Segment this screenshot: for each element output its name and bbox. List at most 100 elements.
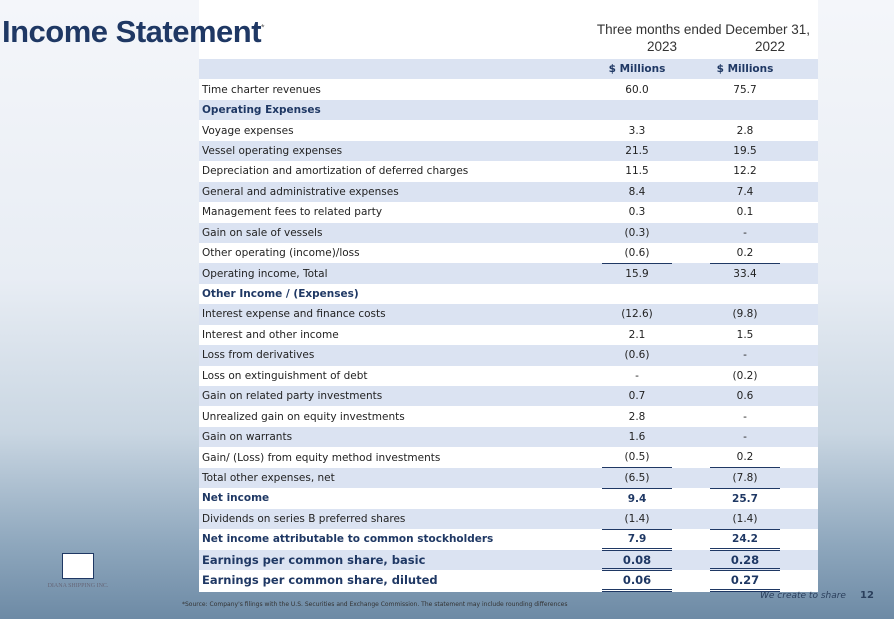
- row-label: Dividends on series B preferred shares: [202, 512, 406, 525]
- value-2023: 21.5: [625, 144, 649, 157]
- value-2022: 7.4: [736, 185, 754, 198]
- row-label: Vessel operating expenses: [202, 144, 343, 157]
- table-row: Net income attributable to common stockh…: [199, 529, 818, 552]
- value-2023: [602, 100, 672, 120]
- value-2023: (1.4): [602, 508, 672, 530]
- value-2022: 33.4: [733, 267, 757, 280]
- value-2022: 2.8: [736, 124, 754, 137]
- table-row: Loss from derivatives (0.6) -: [199, 345, 818, 366]
- table-row: Operating Expenses: [199, 99, 818, 121]
- value-2022: -: [743, 410, 747, 423]
- table-row: Voyage expenses 3.3 2.8: [199, 120, 818, 140]
- value-2022: [710, 100, 780, 120]
- value-2022: 75.7: [733, 83, 757, 96]
- table-row: Net income 9.4 25.7: [199, 488, 818, 508]
- row-label: Management fees to related party: [202, 206, 383, 219]
- row-label: Gain/ (Loss) from equity method investme…: [202, 451, 441, 464]
- table-row: Unrealized gain on equity investments 2.8…: [199, 406, 818, 426]
- table-row: Earnings per common share, diluted 0.06 0.…: [199, 569, 818, 592]
- row-label: Net income attributable to common stockh…: [202, 533, 494, 546]
- row-label: Other Income / (Expenses): [202, 288, 359, 301]
- value-2022: 12.2: [733, 165, 757, 178]
- flag-icon: [62, 553, 94, 579]
- table-row: Gain/ (Loss) from equity method investme…: [199, 447, 818, 469]
- row-label: Interest expense and finance costs: [202, 308, 386, 321]
- table-row: Other operating (income)/loss (0.6) 0.2: [199, 242, 818, 264]
- table-row: Earnings per common share, basic 0.08 0.28: [199, 549, 818, 572]
- value-2022: -: [743, 349, 747, 362]
- row-label: Total other expenses, net: [202, 471, 335, 484]
- table-row: Gain on warrants 1.6 -: [199, 426, 818, 448]
- value-2023: 0.06: [602, 569, 672, 592]
- value-2022: 0.27: [710, 569, 780, 592]
- value-2023: (12.6): [621, 308, 653, 321]
- value-2023: (6.5): [602, 467, 672, 489]
- table-row: Interest and other income 2.1 1.5: [199, 325, 818, 345]
- table-row: Depreciation and amortization of deferre…: [199, 161, 818, 181]
- row-label: Gain on related party investments: [202, 390, 383, 403]
- units-row: $ Millions $ Millions: [199, 59, 818, 80]
- row-label: Unrealized gain on equity investments: [202, 410, 405, 423]
- row-label: Gain on sale of vessels: [202, 226, 323, 239]
- table-row: Loss on extinguishment of debt - (0.2): [199, 366, 818, 386]
- value-2023: 7.9: [602, 529, 672, 552]
- value-2023: 0.3: [628, 206, 646, 219]
- value-2023: [602, 284, 672, 304]
- value-2023: (0.5): [602, 447, 672, 469]
- value-2022: -: [743, 431, 747, 444]
- row-label: Net income: [202, 492, 270, 505]
- value-2022: 0.6: [736, 390, 754, 403]
- row-label: Depreciation and amortization of deferre…: [202, 165, 469, 178]
- value-2022: 0.1: [736, 206, 754, 219]
- table-row: Time charter revenues 60.0 75.7: [199, 79, 818, 99]
- value-2023: 2.8: [628, 410, 646, 423]
- table-row: Dividends on series B preferred shares (1…: [199, 508, 818, 530]
- value-2023: 1.6: [628, 431, 646, 444]
- table-row: Gain on related party investments 0.7 0.6: [199, 386, 818, 407]
- value-2022: -: [743, 226, 747, 239]
- value-2022: 25.7: [732, 492, 758, 505]
- company-logo: DIANA SHIPPING INC.: [38, 553, 118, 589]
- page-title: Income Statement*: [2, 14, 265, 49]
- value-2023: (0.3): [624, 226, 650, 239]
- value-2022: (9.8): [732, 308, 758, 321]
- slogan: We create to share: [760, 591, 846, 601]
- value-2023: 3.3: [628, 124, 646, 137]
- table-row: Other Income / (Expenses): [199, 284, 818, 304]
- row-label: Loss from derivatives: [202, 349, 315, 362]
- table-row: Total other expenses, net (6.5) (7.8): [199, 467, 818, 489]
- value-2022: 0.2: [710, 447, 780, 469]
- row-label: Time charter revenues: [202, 83, 321, 96]
- value-2022: 19.5: [733, 144, 757, 157]
- value-2023: 0.08: [602, 549, 672, 572]
- year-2023: 2023: [646, 39, 678, 54]
- income-statement-table: $ Millions $ Millions Time charter revenu…: [199, 59, 818, 592]
- value-2022: (1.4): [710, 508, 780, 530]
- value-2022: (0.2): [732, 369, 758, 382]
- row-label: Interest and other income: [202, 328, 339, 341]
- content-panel: [199, 0, 818, 592]
- value-2023: 11.5: [625, 165, 649, 178]
- table-row: Vessel operating expenses 21.5 19.5: [199, 140, 818, 162]
- value-2022: 24.2: [710, 529, 780, 552]
- year-2022: 2022: [754, 39, 786, 54]
- row-label: Operating Expenses: [202, 104, 321, 117]
- footnote: *Source: Company's filings with the U.S.…: [182, 601, 568, 608]
- page-number: 12: [860, 590, 874, 601]
- row-label: General and administrative expenses: [202, 185, 399, 198]
- value-2022: 1.5: [736, 328, 754, 341]
- value-2023: -: [635, 369, 639, 382]
- value-2023: 2.1: [628, 328, 646, 341]
- row-label: Operating income, Total: [202, 267, 328, 280]
- value-2023: 0.7: [628, 390, 646, 403]
- row-label: Gain on warrants: [202, 431, 293, 444]
- table-row: Management fees to related party 0.3 0.1: [199, 202, 818, 222]
- value-2023: 8.4: [628, 185, 646, 198]
- value-2023: 15.9: [625, 267, 649, 280]
- row-label: Voyage expenses: [202, 124, 294, 137]
- period-header: Three months ended December 31,: [596, 22, 810, 37]
- value-2023: (0.6): [602, 242, 672, 264]
- value-2022: 0.28: [710, 549, 780, 572]
- value-2023: (0.6): [624, 349, 650, 362]
- row-label: Earnings per common share, diluted: [202, 573, 438, 588]
